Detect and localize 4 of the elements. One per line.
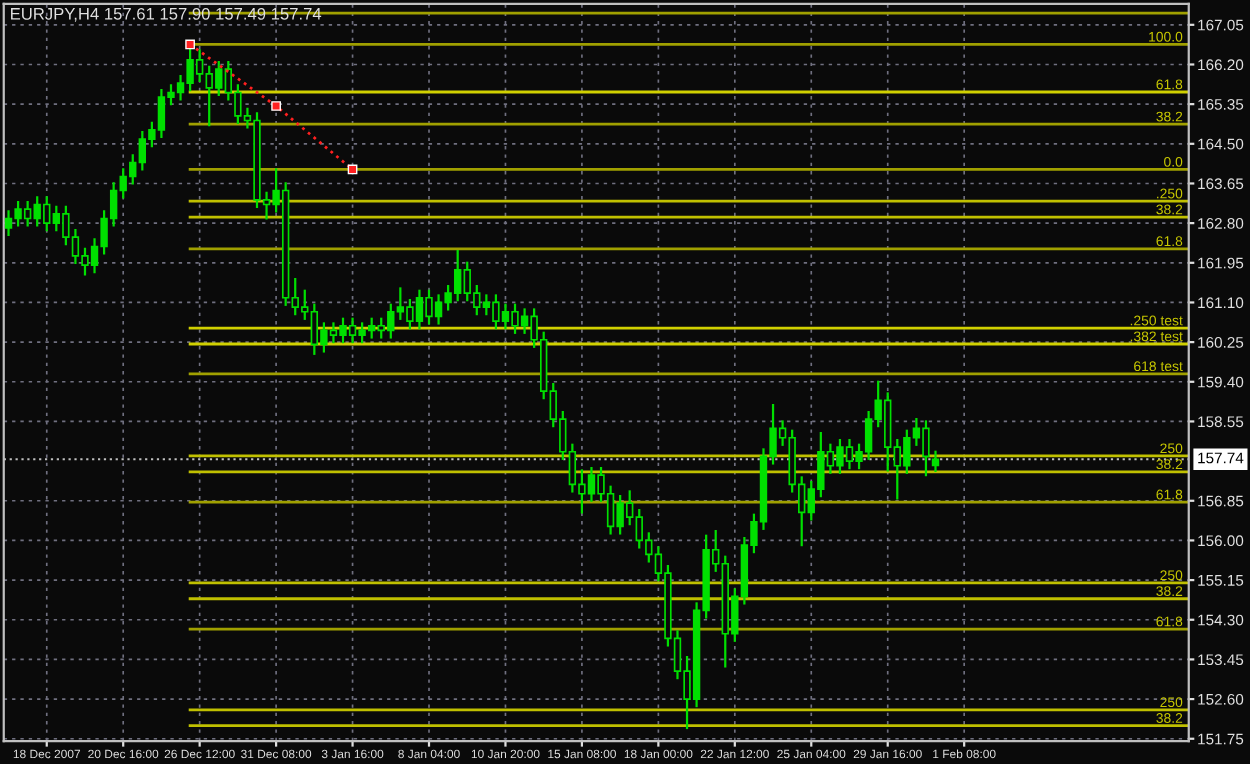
candlestick <box>931 450 940 473</box>
chart-title: EURJPY,H4 157.61 157.90 157.49 157.74 <box>11 7 322 22</box>
point <box>185 39 195 50</box>
point <box>271 101 281 111</box>
